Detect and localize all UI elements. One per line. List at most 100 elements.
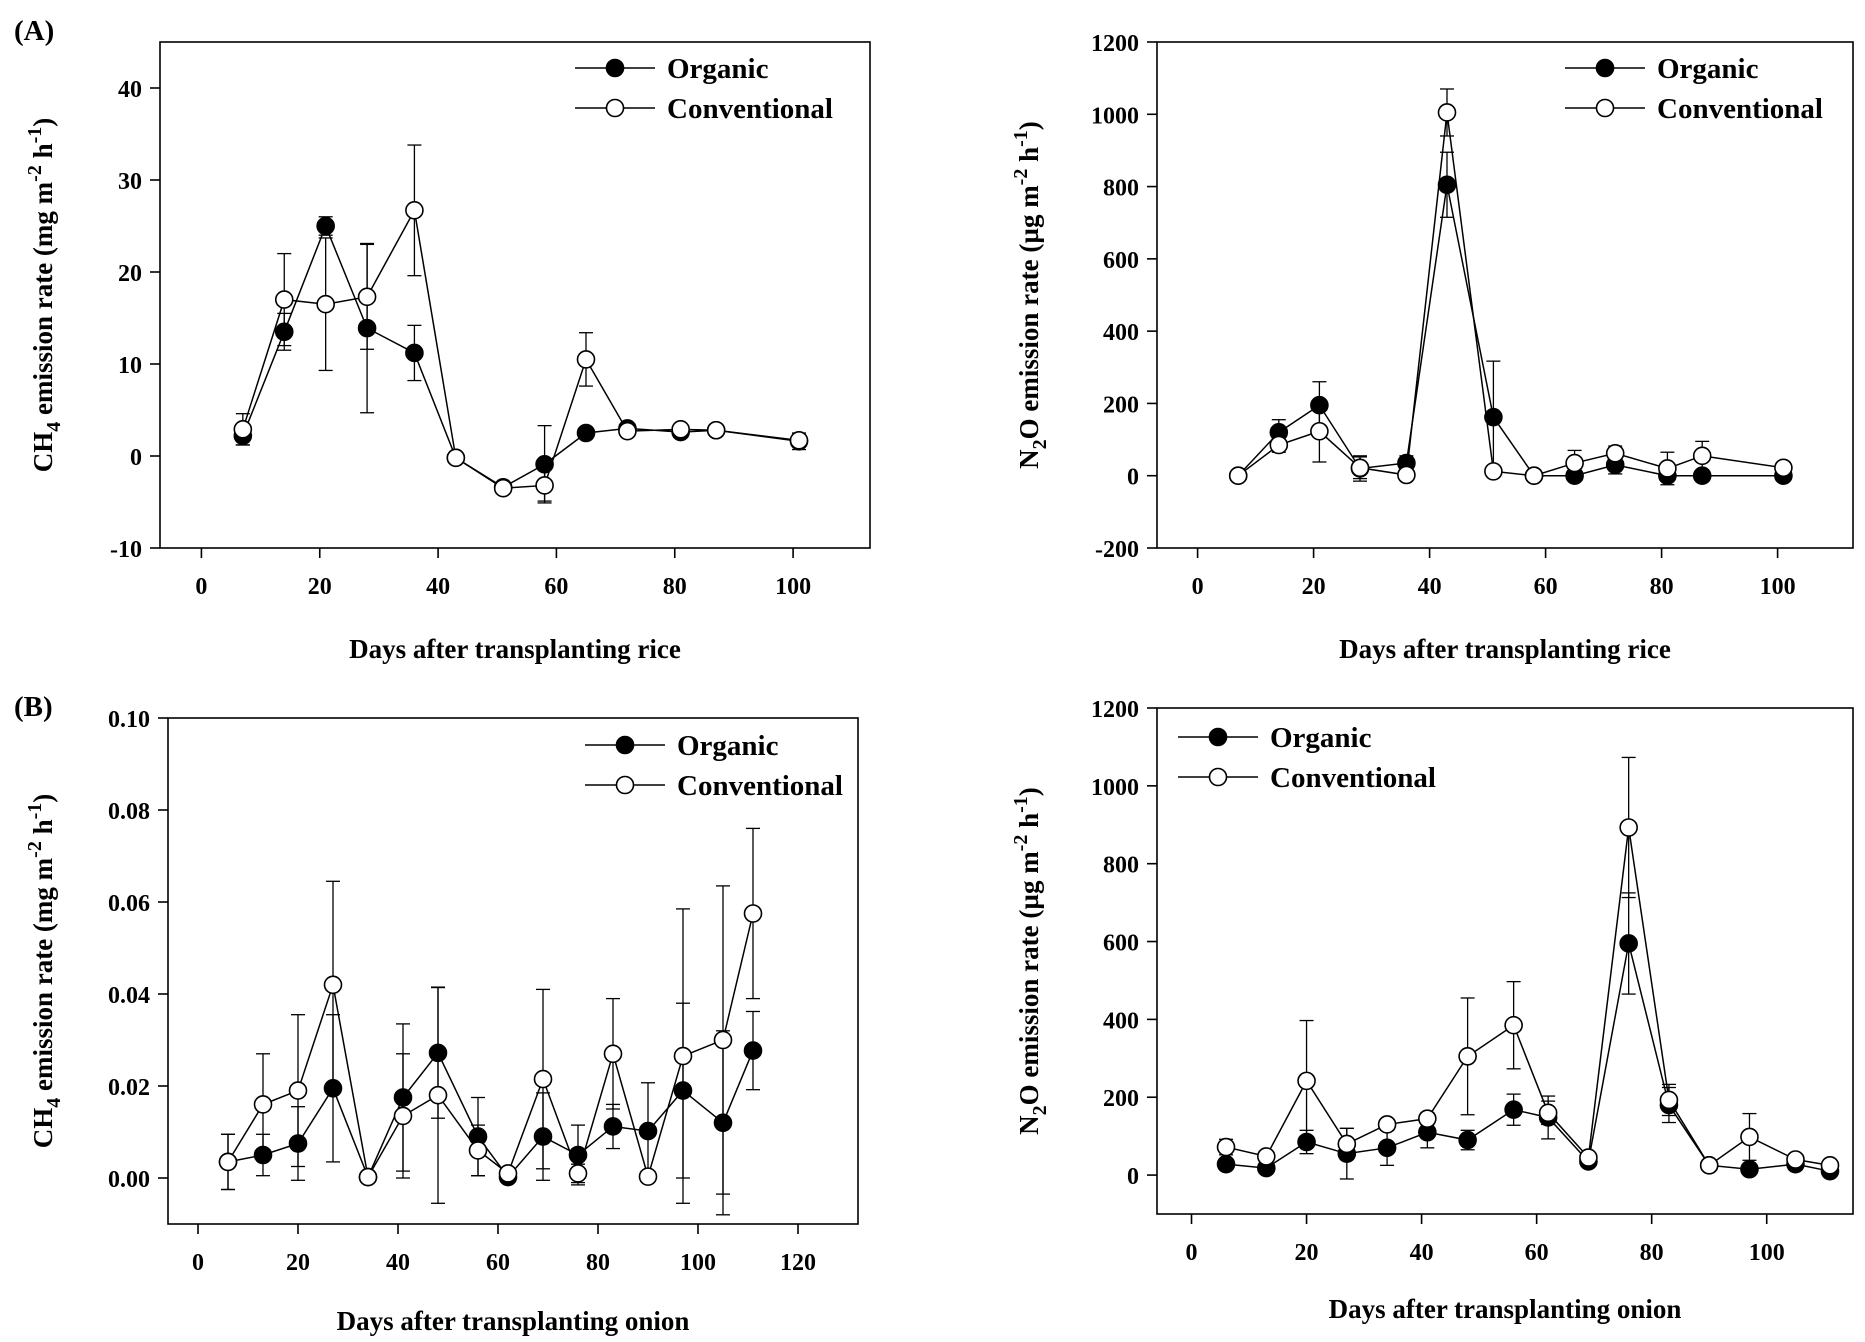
y-tick-label: 600	[1103, 931, 1139, 957]
series-conventional	[235, 144, 806, 502]
data-point	[1350, 458, 1370, 478]
legend: Organic Conventional	[575, 53, 833, 125]
data-point	[671, 420, 690, 439]
panel-label: (B)	[14, 691, 53, 723]
data-point	[1437, 175, 1457, 195]
legend-label: Conventional	[1657, 93, 1823, 125]
data-point	[1437, 103, 1457, 122]
data-point	[405, 201, 424, 220]
data-point	[533, 1127, 553, 1146]
data-point	[428, 1043, 448, 1063]
series-organic	[235, 216, 806, 504]
data-point	[638, 1121, 658, 1141]
x-tick-label: 120	[780, 1250, 816, 1276]
data-point	[1659, 1090, 1679, 1110]
data-point	[1484, 407, 1503, 427]
data-point	[743, 904, 763, 923]
data-point	[393, 1088, 413, 1107]
data-point	[706, 420, 726, 440]
y-tick-label: 800	[1103, 176, 1139, 202]
x-tick-label: 60	[1534, 574, 1558, 600]
y-tick-label: 0.02	[108, 1075, 150, 1101]
markers-organic	[233, 216, 809, 497]
x-tick-label: 20	[1295, 1240, 1319, 1266]
y-tick-label: 400	[1103, 320, 1139, 346]
y-tick-label: 40	[118, 77, 142, 103]
data-point	[1820, 1156, 1840, 1175]
data-point	[713, 1030, 733, 1050]
series-line	[227, 1050, 754, 1180]
data-point	[468, 1141, 488, 1160]
data-point	[493, 478, 513, 498]
data-point	[405, 343, 424, 363]
data-point	[1786, 1150, 1805, 1169]
x-tick-label: 100	[775, 574, 811, 600]
y-tick-label: 200	[1103, 392, 1139, 418]
data-point	[1458, 1130, 1477, 1150]
y-tick-label: 0.10	[108, 707, 150, 733]
data-point	[743, 1041, 763, 1060]
y-tick-label: 400	[1103, 1008, 1139, 1034]
markers-conventional	[218, 904, 763, 1187]
data-point	[1377, 1115, 1397, 1134]
legend-label: Organic	[1270, 722, 1372, 754]
y-tick-label: 1000	[1091, 775, 1139, 801]
chart-panel-2: 0 20 40 60 80 100 -200 0 200 400 600 800 1000 1200 Day…	[1010, 31, 1854, 664]
x-tick-label: 40	[386, 1250, 410, 1276]
legend-label: Organic	[667, 53, 769, 85]
x-tick-label: 80	[663, 574, 687, 600]
data-point	[253, 1145, 273, 1165]
y-axis-label: CH4 emission rate (mg m-2 h-1)	[24, 794, 65, 1149]
data-point	[1692, 446, 1712, 466]
y-tick-label: 1200	[1091, 697, 1139, 723]
data-point	[316, 294, 335, 314]
data-point	[1310, 395, 1329, 415]
data-point	[1418, 1109, 1437, 1128]
legend-marker	[1595, 58, 1615, 78]
y-tick-label: 30	[118, 169, 142, 195]
x-tick-label: 40	[426, 574, 450, 600]
data-point	[1504, 1100, 1523, 1119]
legend-marker	[1208, 767, 1228, 787]
data-point	[233, 420, 253, 439]
y-tick-label: 1200	[1091, 31, 1139, 57]
series-line	[1225, 943, 1831, 1172]
x-axis-label: Days after transplanting rice	[1339, 634, 1671, 664]
data-point	[568, 1164, 588, 1183]
y-tick-label: 0.06	[108, 891, 150, 917]
data-point	[1740, 1159, 1759, 1179]
y-axis-label: CH4 emission rate (mg m-2 h-1)	[24, 118, 65, 473]
legend-label: Conventional	[667, 93, 833, 125]
data-point	[1458, 1047, 1477, 1066]
x-tick-label: 80	[1650, 574, 1674, 600]
data-point	[673, 1046, 693, 1066]
x-tick-label: 20	[1302, 574, 1326, 600]
legend-marker	[615, 735, 635, 755]
data-point	[288, 1081, 308, 1100]
data-point	[1397, 465, 1416, 485]
data-point	[1619, 934, 1638, 953]
y-tick-label: 0	[1127, 1164, 1139, 1190]
data-point	[274, 322, 294, 342]
data-point	[316, 216, 335, 236]
data-point	[1310, 421, 1329, 441]
plot-frame	[1156, 707, 1854, 1215]
x-tick-label: 60	[486, 1250, 510, 1276]
data-point	[1658, 459, 1677, 478]
data-point	[1216, 1154, 1236, 1174]
data-point	[603, 1117, 623, 1136]
x-tick-label: 20	[308, 574, 332, 600]
plot-frame	[167, 717, 859, 1225]
y-tick-label: 10	[118, 353, 142, 379]
data-point	[1740, 1127, 1759, 1147]
legend-marker	[605, 98, 625, 118]
x-tick-label: 80	[586, 1250, 610, 1276]
markers-conventional	[1228, 103, 1793, 486]
data-point	[1774, 458, 1793, 478]
data-point	[358, 1167, 378, 1187]
x-tick-label: 40	[1418, 574, 1442, 600]
data-point	[1297, 1071, 1316, 1091]
data-point	[323, 975, 343, 995]
x-tick-label: 80	[1640, 1240, 1664, 1266]
x-tick-label: 60	[544, 574, 568, 600]
